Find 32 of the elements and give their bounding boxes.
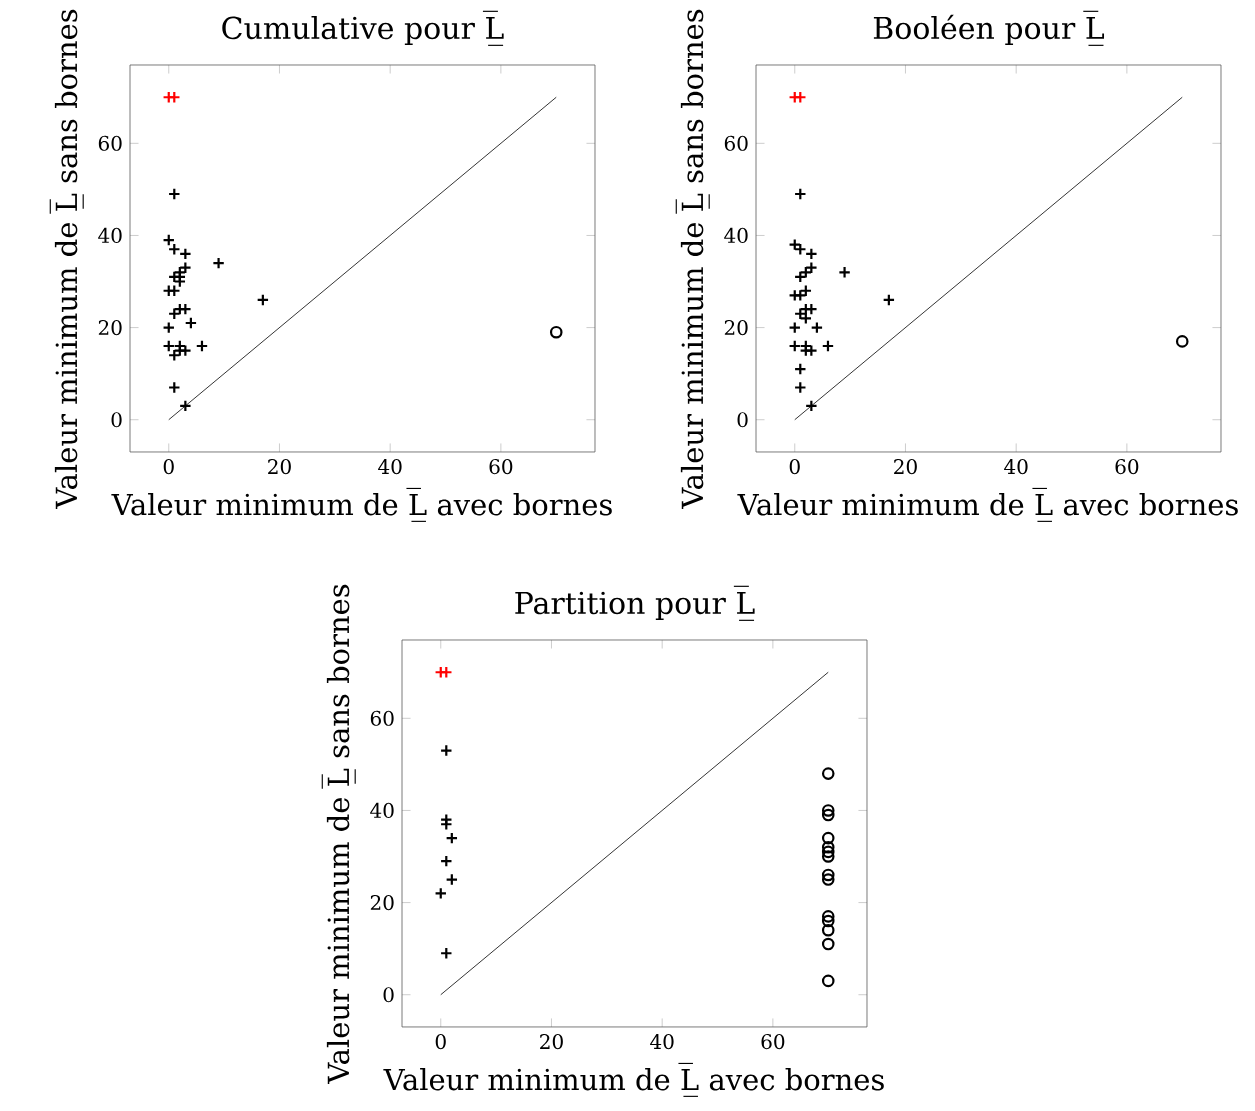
chart-title: Booléen pour L̲̅ [873,10,1105,46]
y-tick-label: 20 [98,320,122,336]
x-tick-label: 0 [435,1034,446,1050]
x-axis-title: Valeur minimum de L̲̅ avec bornes [111,487,612,522]
x-tick-label: 40 [1004,459,1028,475]
y-tick-label: 20 [724,320,748,336]
y-axis-title: Valeur minimum de L̲̅ sans bornes [49,9,84,509]
y-tick-label: 60 [724,135,748,151]
x-axis-title: Valeur minimum de L̲̅ avec bornes [383,1062,884,1097]
x-tick-label: 20 [268,459,291,475]
x-tick-label: 20 [540,1034,563,1050]
x-tick-label: 40 [650,1034,674,1050]
y-tick-label: 40 [370,802,394,819]
x-axis-title: Valeur minimum de L̲̅ avec bornes [737,487,1238,522]
chart-title: Partition pour L̲̅ [515,585,755,621]
x-tick-label: 60 [761,1034,785,1050]
x-tick-label: 20 [894,459,917,475]
y-tick-label: 60 [98,135,122,151]
x-tick-label: 60 [489,459,513,475]
y-tick-label: 0 [737,412,748,428]
x-tick-label: 0 [789,459,800,475]
y-tick-label: 40 [98,227,122,244]
y-axis-title: Valeur minimum de L̲̅ sans bornes [321,584,356,1084]
y-tick-label: 0 [383,987,394,1003]
y-tick-label: 20 [370,895,394,911]
y-tick-label: 60 [370,710,394,726]
y-tick-label: 40 [724,227,748,244]
x-tick-label: 0 [163,459,174,475]
y-tick-label: 0 [111,412,122,428]
y-axis-title: Valeur minimum de L̲̅ sans bornes [675,9,710,509]
chart-title: Cumulative pour L̲̅ [222,10,504,46]
x-tick-label: 60 [1115,459,1139,475]
